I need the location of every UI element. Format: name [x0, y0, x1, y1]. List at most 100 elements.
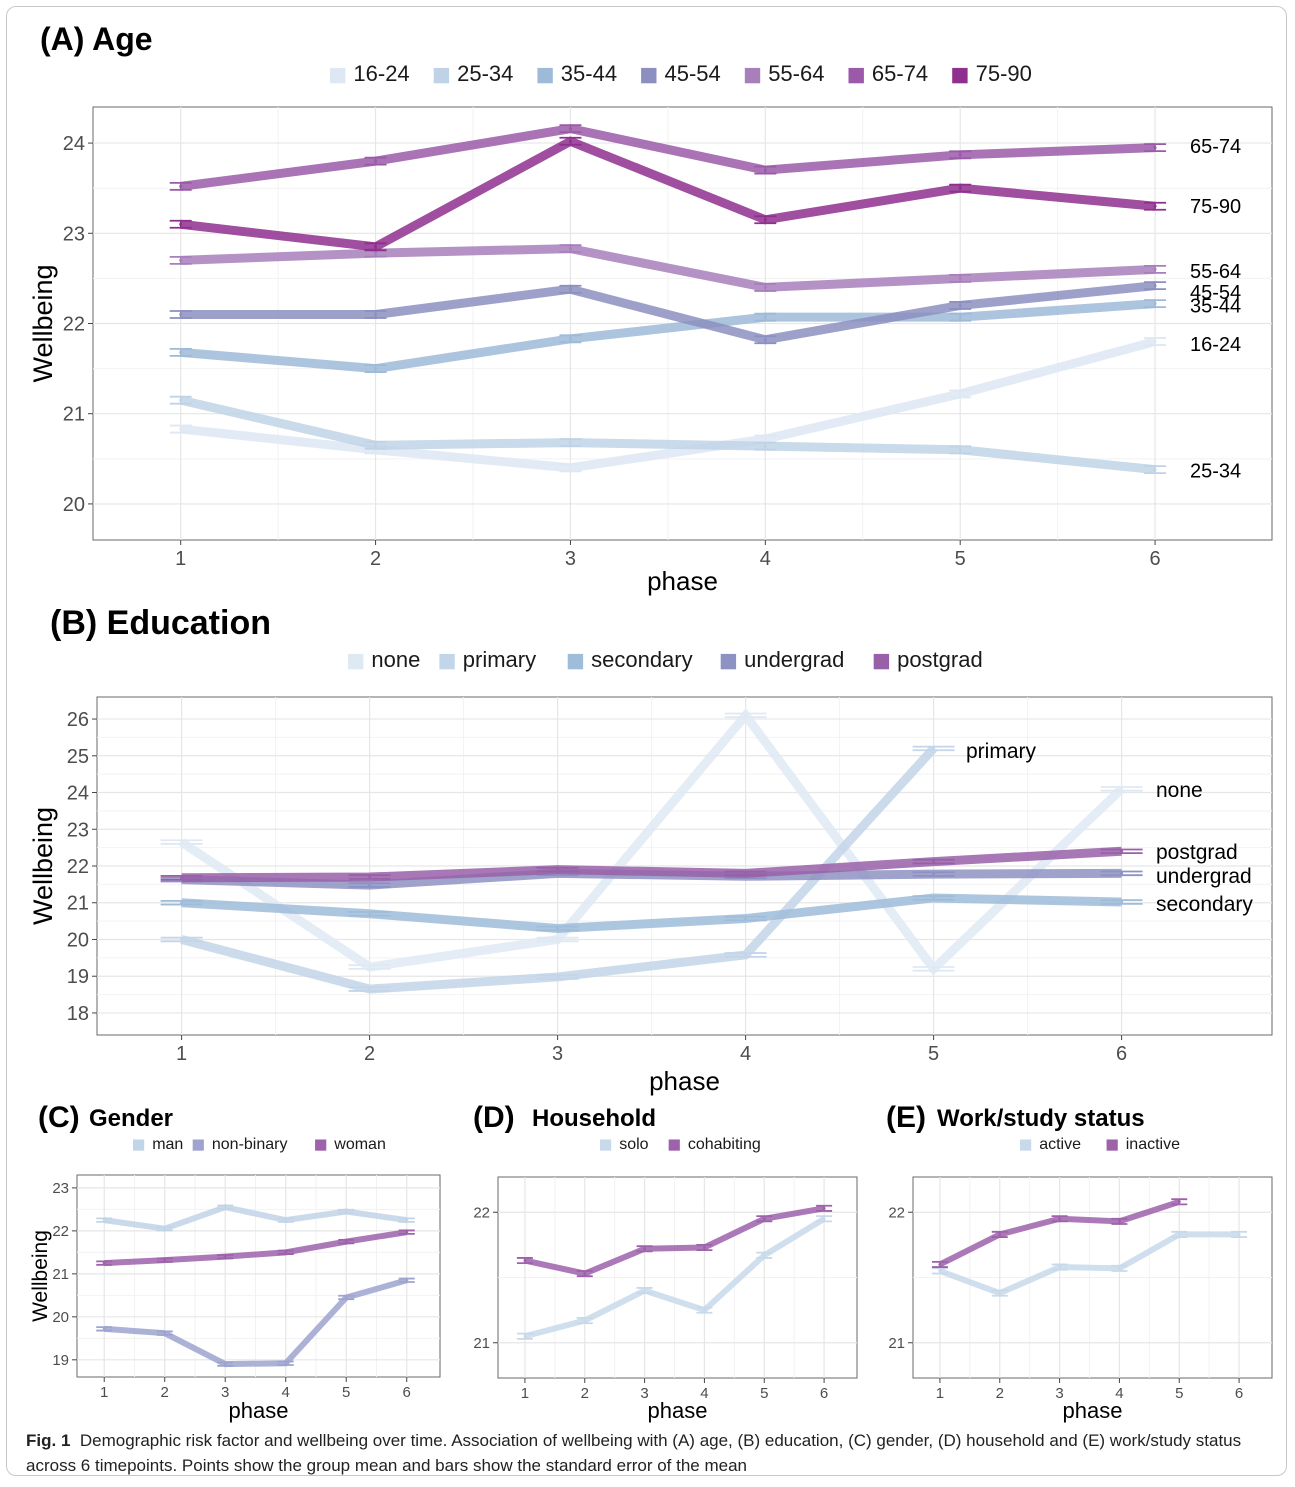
panel-a-series-line-55-64: [180, 244, 1156, 292]
panel-b-y-tick-label: 26: [67, 709, 89, 731]
panel-c-y-tick-label: 22: [52, 1223, 69, 1240]
panel-d-data-point: [583, 1272, 587, 1276]
panel-d-legend-key-solo: [600, 1139, 612, 1151]
panel-d-x-tick-label: 2: [581, 1385, 589, 1402]
panel-e-data-point: [1117, 1219, 1121, 1223]
panel-a-x-tick-label: 5: [955, 548, 966, 570]
panel-c-y-tick-label: 21: [52, 1266, 69, 1283]
panel-e-data-point: [1117, 1266, 1121, 1270]
panel-a-data-point: [1153, 267, 1157, 271]
panel-b-series-label-secondary: secondary: [1156, 893, 1253, 916]
panel-a-x-axis-label: phase: [647, 566, 718, 596]
panel-c-legend-label-non-binary: non-binary: [212, 1136, 288, 1153]
panel-b-x-tick-label: 1: [176, 1043, 187, 1065]
panel-a-data-point: [1153, 284, 1157, 288]
panel-b-y-tick-label: 21: [67, 893, 89, 915]
panel-b-legend-label-none: none: [371, 647, 420, 672]
panel-c-data-point: [344, 1295, 348, 1299]
panel-d-legend-label-solo: solo: [619, 1136, 648, 1153]
panel-b-legend-key-none: [348, 653, 364, 670]
panel-a-legend-key-45-54: [641, 67, 657, 84]
panel-a-data-point: [763, 285, 767, 289]
panel-a-data-point: [763, 444, 767, 448]
panel-d-data-point: [523, 1334, 527, 1338]
panel-c-legend-key-woman: [315, 1139, 327, 1151]
panel-b-series-label-postgrad: postgrad: [1156, 841, 1238, 864]
caption-label: Fig. 1: [26, 1431, 71, 1450]
panel-a-data-point: [1153, 302, 1157, 306]
panel-c-data-point: [344, 1240, 348, 1244]
panel-b-data-point: [556, 975, 560, 979]
panel-b-x-tick-label: 3: [552, 1043, 563, 1065]
panel-a-data-point: [958, 303, 962, 307]
panel-c-data-point: [223, 1255, 227, 1259]
panel-e-x-tick-label: 4: [1115, 1385, 1123, 1402]
panel-a-series-line-45-54: [180, 281, 1156, 345]
panel-c-x-tick-label: 2: [161, 1384, 169, 1401]
panel-a-series-label-45-54: 45-54: [1190, 282, 1241, 304]
panel-b-y-tick-label: 20: [67, 929, 89, 951]
panel-a-series-label-25-34: 25-34: [1190, 461, 1241, 483]
panel-a-x-tick-label: 2: [370, 548, 381, 570]
panel-a-data-point: [568, 247, 572, 251]
panel-d-data-point: [523, 1259, 527, 1263]
panel-b-data-point: [932, 860, 936, 864]
panel-b-x-tick-label: 2: [364, 1043, 375, 1065]
panel-e-x-tick-label: 2: [996, 1385, 1004, 1402]
panel-b-data-point: [556, 868, 560, 872]
caption-text: Demographic risk factor and wellbeing ov…: [26, 1431, 1242, 1475]
panel-a-data-point: [763, 338, 767, 342]
panel-e-legend-label-active: active: [1039, 1136, 1081, 1153]
panel-a-data-point: [179, 258, 183, 262]
panel-a-data-point: [958, 392, 962, 396]
panel-a-title: (A) Age: [40, 21, 153, 57]
panel-b-data-point: [180, 937, 184, 941]
panel-a-data-point: [958, 276, 962, 280]
panel-d-legend-key-cohabiting: [668, 1139, 680, 1151]
panel-a-data-point: [179, 398, 183, 402]
panel-c-x-tick-label: 4: [282, 1384, 290, 1401]
panel-a-legend-key-16-24: [330, 67, 346, 84]
panel-e-y-tick-label: 22: [888, 1204, 905, 1221]
panel-c-y-axis-label: Wellbeing: [29, 1230, 52, 1322]
panel-b-data-point: [180, 840, 184, 844]
panel-b-data-point: [368, 965, 372, 969]
panel-c-data-point: [102, 1261, 106, 1265]
panel-e-data-point: [1237, 1232, 1241, 1236]
panel-b-data-point: [932, 967, 936, 971]
panel-e-x-tick-label: 1: [936, 1385, 944, 1402]
panel-b-x-tick-label: 4: [740, 1043, 751, 1065]
panel-d-letter: (D): [473, 1101, 515, 1134]
panel-c-y-tick-label: 23: [52, 1180, 69, 1197]
panel-c-data-point: [405, 1218, 409, 1222]
panel-a-data-point: [958, 315, 962, 319]
panel-a-data-point: [374, 443, 378, 447]
panel-c-x-tick-label: 3: [221, 1384, 229, 1401]
panel-c-series-line-man: [103, 1204, 408, 1232]
panel-a-data-point: [568, 337, 572, 341]
panel-a-data-point: [1153, 146, 1157, 150]
panel-e-x-tick-label: 5: [1175, 1385, 1183, 1402]
panel-b-legend-key-primary: [439, 653, 455, 670]
panel-a-data-point: [374, 251, 378, 255]
panel-a-y-tick-label: 23: [63, 223, 85, 245]
panel-e-data-point: [1177, 1232, 1181, 1236]
panel-a-data-point: [568, 441, 572, 445]
panel-a-series-label-55-64: 55-64: [1190, 261, 1241, 283]
panel-e-letter: (E): [886, 1101, 926, 1134]
panel-b-legend-label-primary: primary: [463, 647, 536, 672]
panel-b-data-point: [180, 876, 184, 880]
panel-a-data-point: [568, 139, 572, 143]
panel-e-data-point: [998, 1232, 1002, 1236]
panel-b-data-point: [368, 883, 372, 887]
panel-a-data-point: [1153, 340, 1157, 344]
panel-d-data-point: [762, 1217, 766, 1221]
panel-a-x-tick-label: 4: [760, 548, 771, 570]
panel-c-plot-area: [76, 1174, 441, 1378]
panel-b-data-point: [368, 875, 372, 879]
panel-e-y-tick-label: 21: [888, 1335, 905, 1352]
panel-a-data-point: [568, 287, 572, 291]
panel-b-x-tick-label: 5: [928, 1043, 939, 1065]
panel-a-data-point: [1153, 468, 1157, 472]
panel-c-title: Gender: [89, 1105, 173, 1132]
